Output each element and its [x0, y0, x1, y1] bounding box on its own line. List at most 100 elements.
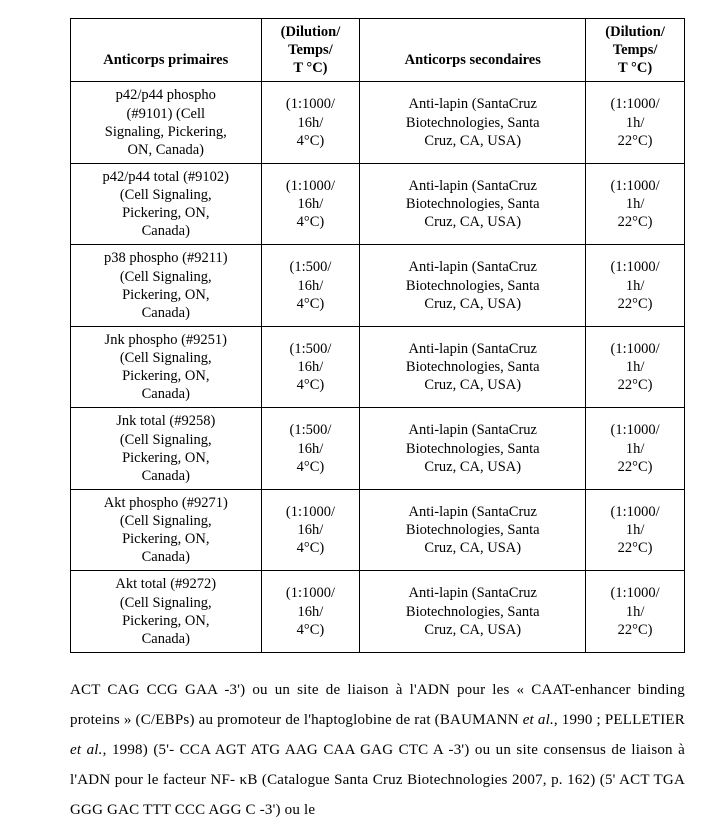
cell-primary-dilution: (1:1000/16h/4°C) — [261, 571, 360, 653]
c1l4: ON, Canada) — [128, 142, 205, 158]
c1l2: (Cell Signaling, — [120, 432, 212, 448]
cell-primary-antibody: p38 phospho (#9211) (Cell Signaling, Picke… — [71, 245, 262, 327]
c3l1: Anti-lapin (SantaCruz — [409, 259, 537, 275]
table-row: Akt phospho (#9271) (Cell Signaling, Picke… — [71, 489, 685, 571]
cell-secondary-dilution: (1:1000/1h/22°C) — [586, 489, 685, 571]
c4l1: (1:1000/ — [611, 504, 660, 520]
para-seg3: , 1990 ; PELLETIER — [554, 712, 685, 728]
c3l1: Anti-lapin (SantaCruz — [409, 504, 537, 520]
c1l3: Pickering, ON, — [122, 287, 209, 303]
c4l3: 22°C) — [618, 214, 653, 230]
para-seg2: et al. — [523, 712, 554, 728]
c2l1: (1:1000/ — [286, 585, 335, 601]
cell-secondary-dilution: (1:1000/1h/22°C) — [586, 408, 685, 490]
c3l2: Biotechnologies, Santa — [406, 278, 540, 294]
c4l3: 22°C) — [618, 133, 653, 149]
c2l1: (1:500/ — [290, 341, 332, 357]
c3l2: Biotechnologies, Santa — [406, 196, 540, 212]
antibody-table: Anticorps primaires (Dilution/ Temps/ T … — [70, 18, 685, 653]
table-row: Jnk total (#9258) (Cell Signaling, Pickeri… — [71, 408, 685, 490]
cell-secondary-dilution: (1:1000/1h/22°C) — [586, 571, 685, 653]
header-col4-l3: T °C) — [618, 60, 652, 76]
c1l4: Canada) — [142, 549, 190, 565]
c2l2: 16h/ — [298, 278, 324, 294]
c4l1: (1:1000/ — [611, 96, 660, 112]
table-row: Akt total (#9272)(Cell Signaling,Pickeri… — [71, 571, 685, 653]
c1l2: (Cell Signaling, — [120, 187, 212, 203]
cell-secondary-antibody: Anti-lapin (SantaCruz Biotechnologies, Sa… — [360, 489, 586, 571]
cell-secondary-dilution: (1:1000/1h/22°C) — [586, 82, 685, 164]
c3l1: Anti-lapin (SantaCruz — [409, 585, 537, 601]
cell-primary-dilution: (1:1000/16h/4°C) — [261, 82, 360, 164]
cell-primary-antibody: p42/p44 phospho(#9101) (CellSignaling, P… — [71, 82, 262, 164]
c1l3: Pickering, ON, — [122, 205, 209, 221]
c4l3: 22°C) — [618, 622, 653, 638]
c2l1: (1:1000/ — [286, 96, 335, 112]
table-header: Anticorps primaires (Dilution/ Temps/ T … — [71, 19, 685, 82]
cell-primary-antibody: Jnk total (#9258) (Cell Signaling, Pickeri… — [71, 408, 262, 490]
c2l3: 4°C) — [297, 133, 325, 149]
c4l1: (1:1000/ — [611, 422, 660, 438]
table-row: p42/p44 total (#9102)(Cell Signaling,Pic… — [71, 163, 685, 245]
cell-secondary-antibody: Anti-lapin (SantaCruz Biotechnologies, Sa… — [360, 245, 586, 327]
header-col2-l1: (Dilution/ — [281, 24, 341, 40]
c1l4: Canada) — [142, 631, 190, 647]
cell-primary-antibody: p42/p44 total (#9102)(Cell Signaling,Pic… — [71, 163, 262, 245]
c1l4: Canada) — [142, 305, 190, 321]
c2l3: 4°C) — [297, 377, 325, 393]
c2l2: 16h/ — [298, 522, 324, 538]
c1l3: Pickering, ON, — [122, 531, 209, 547]
c2l2: 16h/ — [298, 441, 324, 457]
header-col4-l2: Temps/ — [613, 42, 658, 58]
c1l3: Pickering, ON, — [122, 368, 209, 384]
c1l1: Jnk total (#9258) — [116, 413, 215, 429]
c1l1: p38 phospho (#9211) — [104, 250, 228, 266]
c2l2: 16h/ — [298, 115, 324, 131]
cell-primary-dilution: (1:1000/16h/4°C) — [261, 163, 360, 245]
c1l2: (#9101) (Cell — [127, 106, 206, 122]
c3l2: Biotechnologies, Santa — [406, 522, 540, 538]
c4l2: 1h/ — [626, 359, 645, 375]
cell-primary-dilution: (1:500/16h/4°C) — [261, 245, 360, 327]
c2l2: 16h/ — [298, 604, 324, 620]
c3l3: Cruz, CA, USA) — [424, 133, 521, 149]
c1l1: Jnk phospho (#9251) — [105, 332, 227, 348]
c4l1: (1:1000/ — [611, 585, 660, 601]
c2l1: (1:500/ — [290, 259, 332, 275]
page: Anticorps primaires (Dilution/ Temps/ T … — [0, 0, 715, 825]
c1l3: Pickering, ON, — [122, 450, 209, 466]
c3l2: Biotechnologies, Santa — [406, 441, 540, 457]
c4l2: 1h/ — [626, 522, 645, 538]
c2l3: 4°C) — [297, 622, 325, 638]
c4l3: 22°C) — [618, 296, 653, 312]
c1l3: Pickering, ON, — [122, 613, 209, 629]
c2l2: 16h/ — [298, 359, 324, 375]
c2l3: 4°C) — [297, 459, 325, 475]
c1l4: Canada) — [142, 468, 190, 484]
header-col2-l2: Temps/ — [288, 42, 333, 58]
c3l2: Biotechnologies, Santa — [406, 115, 540, 131]
cell-primary-dilution: (1:500/16h/4°C) — [261, 408, 360, 490]
c1l1: Akt phospho (#9271) — [104, 495, 228, 511]
table-row: p38 phospho (#9211) (Cell Signaling, Picke… — [71, 245, 685, 327]
c4l1: (1:1000/ — [611, 259, 660, 275]
c1l2: (Cell Signaling, — [120, 269, 212, 285]
c2l2: 16h/ — [298, 196, 324, 212]
c3l3: Cruz, CA, USA) — [424, 459, 521, 475]
c4l2: 1h/ — [626, 441, 645, 457]
c1l2: (Cell Signaling, — [120, 513, 212, 529]
cell-secondary-antibody: Anti-lapin (SantaCruzBiotechnologies, Sa… — [360, 408, 586, 490]
cell-secondary-antibody: Anti-lapin (SantaCruzBiotechnologies, Sa… — [360, 571, 586, 653]
cell-primary-antibody: Jnk phospho (#9251)(Cell Signaling,Picke… — [71, 326, 262, 408]
c2l3: 4°C) — [297, 296, 325, 312]
c4l2: 1h/ — [626, 115, 645, 131]
table-row: Jnk phospho (#9251)(Cell Signaling,Picke… — [71, 326, 685, 408]
c4l3: 22°C) — [618, 459, 653, 475]
c4l2: 1h/ — [626, 604, 645, 620]
cell-secondary-antibody: Anti-lapin (SantaCruzBiotechnologies, Sa… — [360, 163, 586, 245]
c3l3: Cruz, CA, USA) — [424, 540, 521, 556]
header-anticorps-primaires: Anticorps primaires — [71, 19, 262, 82]
c1l1: p42/p44 phospho — [116, 87, 216, 103]
header-col2-l3: T °C) — [293, 60, 327, 76]
cell-secondary-dilution: (1:1000/1h/22°C) — [586, 326, 685, 408]
